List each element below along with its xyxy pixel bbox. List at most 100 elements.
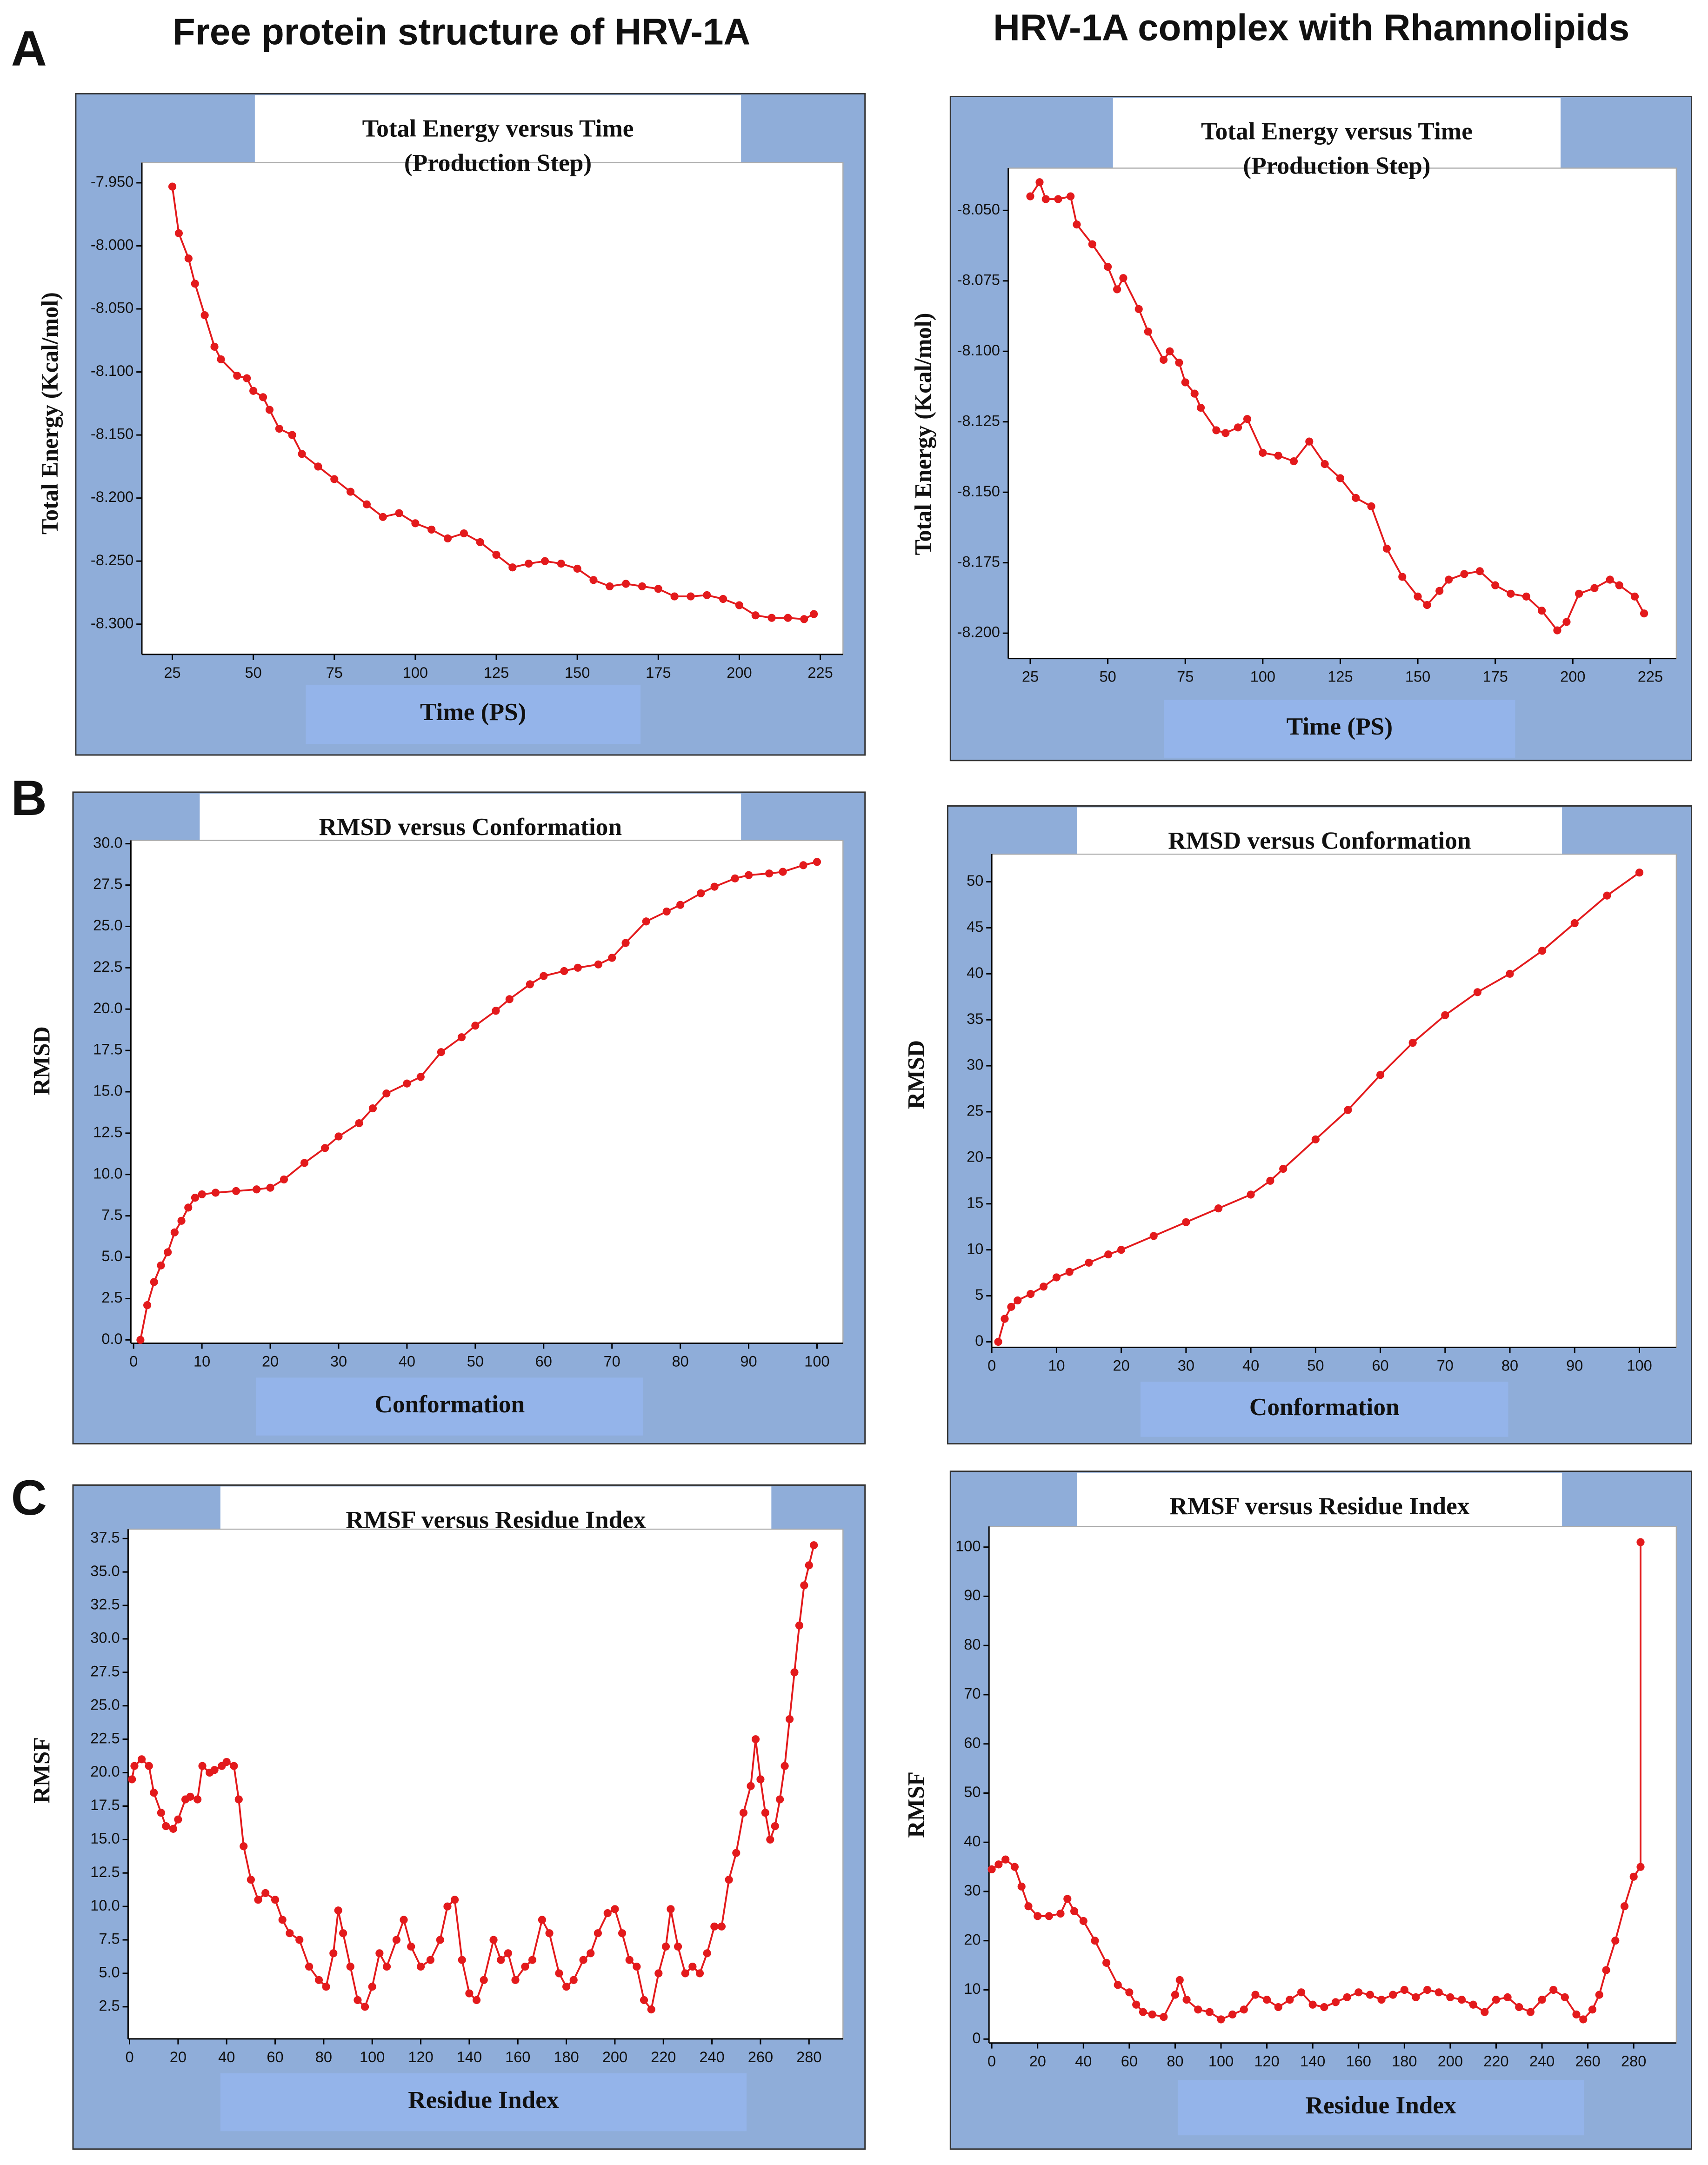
data-point — [1024, 1902, 1033, 1911]
data-point — [732, 1849, 741, 1857]
x-tick-label: 100 — [1627, 1357, 1652, 1374]
data-point — [1382, 544, 1391, 553]
data-point — [1139, 2008, 1148, 2016]
x-tick-label: 70 — [604, 1353, 620, 1370]
data-point — [1562, 618, 1571, 626]
x-tick-label: 20 — [1029, 2053, 1046, 2070]
y-tick-label: 35.0 — [90, 1563, 120, 1579]
data-point — [407, 1942, 415, 1951]
y-tick-label: 10 — [967, 1240, 983, 1257]
data-point — [1457, 1996, 1466, 2004]
x-tick-label: 100 — [1208, 2053, 1234, 2070]
data-point — [765, 869, 774, 878]
data-point — [392, 1936, 400, 1944]
y-tick-label: -8.000 — [91, 236, 133, 253]
data-point — [1194, 2005, 1202, 2014]
data-point — [1102, 1958, 1111, 1967]
data-point — [810, 1541, 818, 1550]
data-point — [1247, 1190, 1255, 1199]
x-tick-label: 75 — [1177, 668, 1194, 685]
data-point — [150, 1278, 158, 1286]
data-point — [1570, 919, 1579, 928]
data-point — [174, 229, 183, 237]
x-tick-label: 30 — [330, 1353, 347, 1370]
data-point — [1125, 1988, 1134, 1997]
data-point — [1104, 262, 1112, 271]
data-point — [411, 519, 420, 528]
data-point — [800, 1581, 808, 1590]
data-point — [725, 1876, 733, 1884]
x-tick-label: 100 — [1250, 668, 1275, 685]
x-tick-label: 120 — [1254, 2053, 1279, 2070]
data-point — [1475, 567, 1484, 575]
data-point — [667, 1905, 675, 1913]
y-tick-label: 100 — [955, 1537, 981, 1554]
data-point — [1190, 389, 1199, 398]
data-point — [200, 311, 209, 320]
title-box — [1077, 807, 1562, 856]
y-tick-label: 50 — [964, 1784, 981, 1800]
data-point — [243, 374, 251, 382]
x-tick-label: 100 — [360, 2049, 385, 2065]
data-point — [528, 1956, 537, 1964]
data-point — [1279, 1165, 1288, 1173]
x-tick-label: 220 — [1483, 2053, 1508, 2070]
y-tick-label: 7.5 — [101, 1206, 122, 1223]
data-point — [169, 1824, 178, 1833]
data-point — [676, 901, 685, 909]
y-tick-label: -8.075 — [957, 271, 1000, 288]
data-point — [767, 614, 776, 622]
x-tick-label: 125 — [484, 664, 509, 681]
data-point — [492, 551, 500, 559]
data-point — [1144, 327, 1152, 336]
data-point — [589, 576, 598, 584]
data-point — [505, 995, 514, 1003]
data-point — [400, 1916, 408, 1924]
data-point — [1602, 1966, 1610, 1974]
y-tick-label: 30 — [967, 1056, 983, 1073]
data-point — [1045, 1912, 1053, 1920]
data-point — [1473, 988, 1482, 996]
data-point — [1196, 403, 1205, 412]
data-point — [322, 1983, 330, 1991]
data-point — [1611, 1937, 1620, 1945]
data-point — [480, 1976, 488, 1984]
y-tick-label: 5.0 — [101, 1248, 122, 1264]
x-tick-label: 240 — [1529, 2053, 1555, 2070]
data-point — [654, 1969, 663, 1978]
data-point — [168, 182, 177, 191]
data-point — [608, 954, 616, 962]
data-point — [329, 1949, 338, 1958]
x-tick-label: 30 — [1178, 1357, 1194, 1374]
x-tick-label: 0 — [125, 2049, 133, 2065]
data-point — [346, 488, 355, 496]
data-point — [330, 475, 339, 483]
x-tick-label: 40 — [218, 2049, 235, 2065]
data-point — [230, 1762, 238, 1770]
x-label-box — [306, 684, 640, 744]
data-point — [426, 1956, 435, 1964]
data-point — [443, 1902, 452, 1911]
x-tick-label: 120 — [408, 2049, 433, 2065]
data-point — [1286, 1996, 1294, 2004]
data-point — [1491, 581, 1500, 589]
data-point — [569, 1976, 578, 1984]
data-point — [717, 1922, 726, 1931]
data-point — [1469, 2000, 1477, 2009]
data-point — [1119, 274, 1128, 282]
x-tick-label: 220 — [651, 2049, 676, 2065]
data-point — [1423, 601, 1431, 609]
y-tick-label: 15.0 — [93, 1082, 122, 1099]
y-tick-label: -8.200 — [957, 624, 1000, 641]
data-point — [642, 917, 650, 926]
title-box — [1077, 1472, 1562, 1528]
data-point — [1117, 1246, 1126, 1254]
data-point — [695, 1969, 704, 1978]
plot-area — [988, 1526, 1677, 2044]
data-point — [416, 1073, 425, 1081]
data-point — [1027, 1290, 1035, 1298]
data-point — [1344, 1106, 1352, 1114]
data-point — [1181, 378, 1189, 387]
data-point — [1171, 1991, 1180, 1999]
